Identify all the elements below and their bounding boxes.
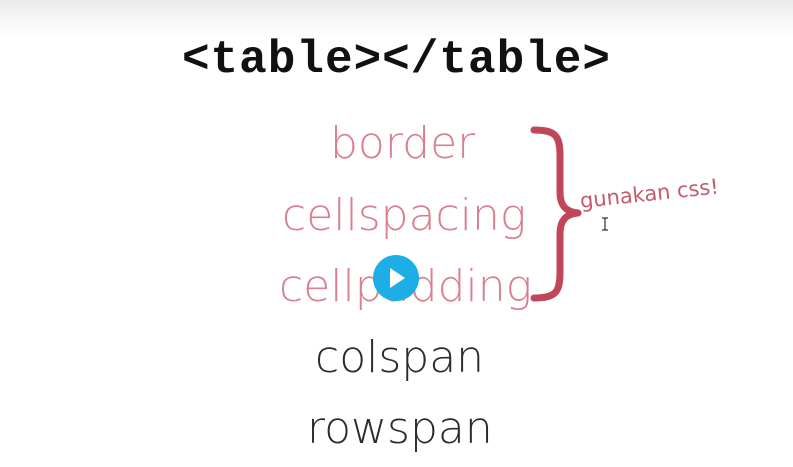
item-colspan: colspan <box>315 332 485 383</box>
text-cursor-icon <box>602 217 608 231</box>
item-border: border <box>330 118 476 169</box>
slide-title: <table></table> <box>181 34 612 86</box>
top-shade <box>0 0 793 40</box>
item-cellspacing: cellspacing <box>282 190 527 241</box>
curly-brace-icon <box>530 126 582 302</box>
play-button[interactable] <box>373 255 419 301</box>
item-rowspan: rowspan <box>307 403 493 454</box>
play-icon <box>390 268 405 288</box>
annotation-note: gunakan css! <box>578 174 720 213</box>
